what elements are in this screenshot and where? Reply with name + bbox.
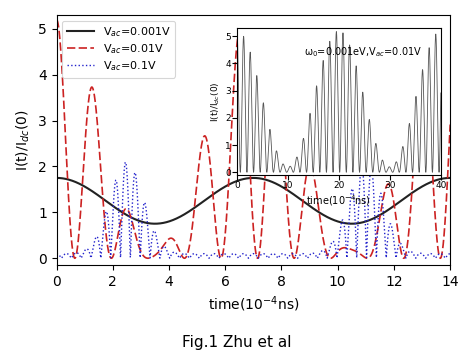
V$_{ac}$=0.1V	[54, 252, 59, 256]
V$_{ac}$=0.1V	[310, 251, 316, 255]
Text: Fig.1 Zhu et al: Fig.1 Zhu et al	[182, 335, 292, 350]
V$_{ac}$=0.01V	[377, 214, 383, 218]
V$_{ac}$=0.001V	[54, 176, 59, 180]
X-axis label: time(10$^{-4}$ns): time(10$^{-4}$ns)	[307, 193, 371, 208]
V$_{ac}$=0.001V	[447, 176, 453, 180]
Y-axis label: I(t)/I$_{dc}$(0): I(t)/I$_{dc}$(0)	[15, 109, 32, 171]
X-axis label: time(10$^{-4}$ns): time(10$^{-4}$ns)	[208, 294, 299, 314]
V$_{ac}$=0.01V	[54, 18, 59, 22]
V$_{ac}$=0.001V	[310, 206, 316, 210]
V$_{ac}$=0.001V	[125, 214, 131, 218]
V$_{ac}$=0.1V	[347, 198, 353, 202]
Line: V$_{ac}$=0.01V: V$_{ac}$=0.01V	[56, 20, 450, 258]
V$_{ac}$=0.1V	[447, 252, 453, 256]
V$_{ac}$=0.1V	[377, 192, 383, 196]
V$_{ac}$=0.1V	[125, 193, 131, 197]
Legend: V$_{ac}$=0.001V, V$_{ac}$=0.01V, V$_{ac}$=0.1V: V$_{ac}$=0.001V, V$_{ac}$=0.01V, V$_{ac}…	[62, 21, 175, 77]
V$_{ac}$=0.001V	[347, 222, 353, 226]
V$_{ac}$=0.01V	[125, 208, 131, 212]
V$_{ac}$=0.001V	[204, 197, 210, 201]
V$_{ac}$=0.01V	[447, 122, 453, 127]
V$_{ac}$=0.001V	[290, 191, 296, 196]
V$_{ac}$=0.01V	[204, 139, 210, 143]
Line: V$_{ac}$=0.001V: V$_{ac}$=0.001V	[56, 178, 450, 224]
V$_{ac}$=0.01V	[290, 253, 295, 258]
V$_{ac}$=0.1V	[290, 252, 296, 256]
V$_{ac}$=0.1V	[246, 256, 251, 260]
Line: V$_{ac}$=0.1V: V$_{ac}$=0.1V	[56, 162, 450, 258]
V$_{ac}$=0.01V	[438, 256, 443, 260]
V$_{ac}$=0.001V	[377, 213, 383, 217]
V$_{ac}$=0.1V	[204, 253, 210, 258]
V$_{ac}$=0.01V	[310, 168, 315, 172]
Text: ω$_0$=0.001eV,V$_{ac}$=0.01V: ω$_0$=0.001eV,V$_{ac}$=0.01V	[304, 46, 422, 60]
V$_{ac}$=0.1V	[123, 160, 128, 164]
V$_{ac}$=0.001V	[152, 222, 158, 226]
Y-axis label: I(t)/I$_{dc}$(0): I(t)/I$_{dc}$(0)	[210, 81, 222, 122]
V$_{ac}$=0.01V	[347, 247, 353, 251]
